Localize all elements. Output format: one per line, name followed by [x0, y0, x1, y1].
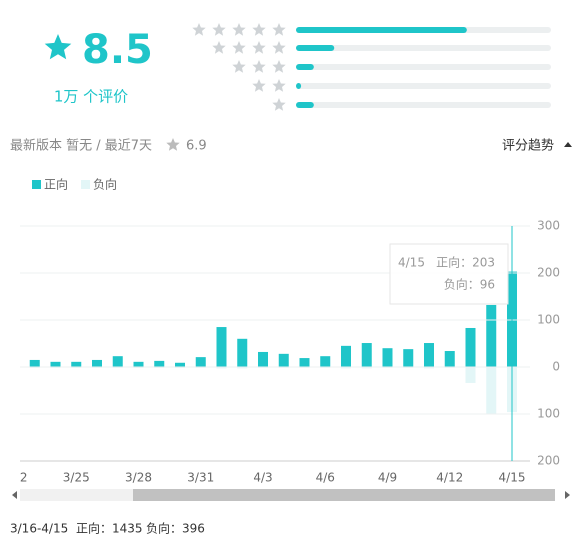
rating-bar: [296, 83, 302, 89]
bar: [237, 338, 248, 367]
bar: [486, 304, 497, 367]
recent-star: [166, 138, 180, 151]
rating-track: [296, 64, 551, 70]
bar: [175, 362, 185, 367]
score-star: [44, 34, 72, 60]
x-tick-label: 3/25: [63, 471, 90, 485]
bar: [341, 345, 351, 367]
bar: [71, 361, 82, 367]
bar: [465, 367, 476, 383]
bar: [50, 361, 61, 367]
rating-star: [252, 23, 266, 36]
y-tick-label: 100: [537, 313, 560, 327]
rating-bar: [296, 27, 467, 33]
x-tick-label: 4/9: [378, 471, 397, 485]
tooltip-line: 正向：203: [436, 255, 495, 270]
scroll-left[interactable]: [12, 491, 17, 499]
bar: [299, 358, 310, 367]
footer-negative: 负向：396: [146, 521, 205, 536]
x-tick-label: 4/15: [499, 471, 526, 485]
rating-star: [232, 23, 246, 36]
trend-arrow[interactable]: [564, 142, 572, 147]
x-tick-label: 3/22: [1, 471, 28, 485]
bar: [486, 367, 497, 414]
bar: [92, 359, 102, 367]
bar: [382, 348, 393, 367]
x-tick-label: 4/12: [436, 471, 463, 485]
x-tick-label: 3/31: [187, 471, 214, 485]
scroll-right[interactable]: [565, 491, 570, 499]
bar: [465, 327, 476, 367]
rating-star: [272, 79, 286, 92]
bar: [444, 351, 455, 367]
y-tick-label: 0: [552, 360, 560, 374]
bar: [154, 360, 165, 367]
rating-star: [272, 23, 286, 36]
footer-positive: 正向：1435: [76, 521, 143, 536]
rating-star: [252, 41, 266, 54]
bar: [195, 357, 206, 367]
y-tick-label: 200: [537, 454, 560, 468]
bar: [133, 361, 144, 367]
rating-count: 1万 个评价: [54, 88, 128, 106]
rating-star: [272, 98, 286, 111]
tooltip-line: 负向：96: [444, 277, 495, 292]
footer-range: 3/16-4/15: [10, 522, 68, 536]
x-tick-label: 4/3: [253, 471, 272, 485]
bar: [320, 356, 331, 367]
trend-button[interactable]: 评分趋势: [502, 138, 554, 154]
rating-bar: [296, 45, 335, 51]
bar: [237, 367, 248, 369]
rating-star: [232, 60, 246, 73]
bar: [29, 359, 40, 367]
rating-bar: [296, 102, 314, 108]
legend-label: 负向: [93, 177, 117, 192]
bar: [403, 349, 414, 367]
rating-track: [296, 45, 551, 51]
tooltip-box: [389, 243, 509, 305]
bar: [361, 343, 372, 367]
version-info: 最新版本 暂无 / 最近7天: [10, 138, 152, 154]
bar: [278, 353, 289, 367]
bar: [361, 367, 372, 369]
y-tick-label: 100: [537, 407, 560, 421]
scroll-thumb: [133, 489, 555, 501]
rating-star: [192, 23, 206, 36]
rating-track: [296, 83, 551, 89]
bar: [216, 367, 227, 369]
bar: [258, 351, 268, 367]
rating-star: [252, 60, 266, 73]
rating-bar: [296, 64, 314, 70]
bar: [112, 356, 123, 367]
recent-score: 6.9: [186, 139, 207, 154]
y-tick-label: 300: [537, 219, 560, 233]
y-tick-label: 200: [537, 266, 560, 280]
rating-star: [272, 60, 286, 73]
tooltip-date: 4/15: [398, 256, 425, 270]
bar: [341, 367, 351, 369]
rating-star: [212, 41, 226, 54]
bar: [216, 327, 227, 367]
rating-star: [212, 23, 226, 36]
rating-track: [296, 102, 551, 108]
legend-label: 正向: [44, 177, 68, 192]
rating-star: [232, 41, 246, 54]
bar: [424, 343, 434, 367]
bar: [424, 367, 434, 369]
rating-star: [272, 41, 286, 54]
legend-swatch: [32, 180, 41, 189]
x-tick-label: 3/28: [125, 471, 152, 485]
x-tick-label: 4/6: [316, 471, 335, 485]
score: 8.5: [82, 27, 153, 73]
rating-star: [252, 79, 266, 92]
legend-swatch: [81, 180, 90, 189]
